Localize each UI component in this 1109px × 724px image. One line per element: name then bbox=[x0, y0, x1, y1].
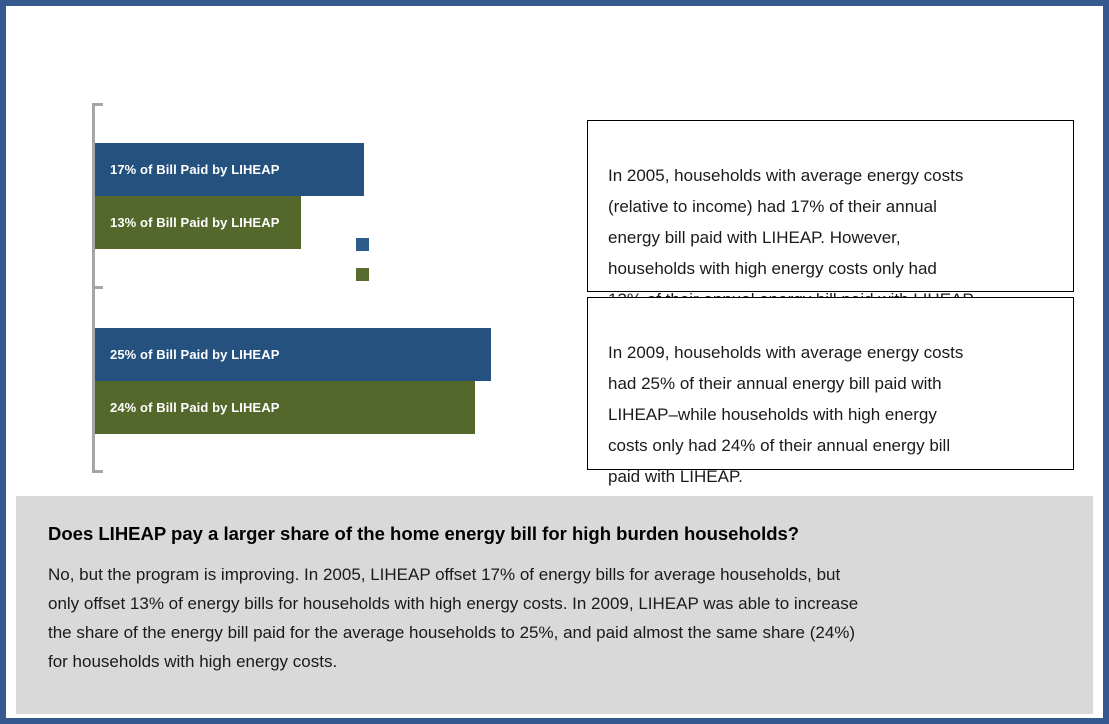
bar-label: 25% of Bill Paid by LIHEAP bbox=[110, 347, 280, 362]
qa-answer: No, but the program is improving. In 200… bbox=[48, 565, 859, 671]
callout-2009-text: In 2009, households with average energy … bbox=[608, 343, 964, 486]
callout-2005-text: In 2005, households with average energy … bbox=[608, 166, 976, 309]
callout-2009-box: In 2009, households with average energy … bbox=[587, 297, 1074, 486]
callout-2005-box: In 2005, households with average energy … bbox=[587, 120, 1074, 309]
bar-2009-high: 24% of Bill Paid by LIHEAP bbox=[95, 381, 475, 434]
axis-tick-middle bbox=[92, 286, 103, 289]
qa-box: Does LIHEAP pay a larger share of the ho… bbox=[16, 496, 1093, 714]
bar-2005-average: 17% of Bill Paid by LIHEAP bbox=[95, 143, 364, 196]
bar-label: 17% of Bill Paid by LIHEAP bbox=[110, 162, 280, 177]
axis-tick-bottom bbox=[92, 470, 103, 473]
axis-tick-top bbox=[92, 103, 103, 106]
bar-2005-high: 13% of Bill Paid by LIHEAP bbox=[95, 196, 301, 249]
bar-label: 24% of Bill Paid by LIHEAP bbox=[110, 400, 280, 415]
legend-swatch-blue bbox=[356, 238, 369, 251]
bar-label: 13% of Bill Paid by LIHEAP bbox=[110, 215, 280, 230]
legend-swatch-green bbox=[356, 268, 369, 281]
qa-question: Does LIHEAP pay a larger share of the ho… bbox=[48, 523, 800, 544]
bar-2009-average: 25% of Bill Paid by LIHEAP bbox=[95, 328, 491, 381]
